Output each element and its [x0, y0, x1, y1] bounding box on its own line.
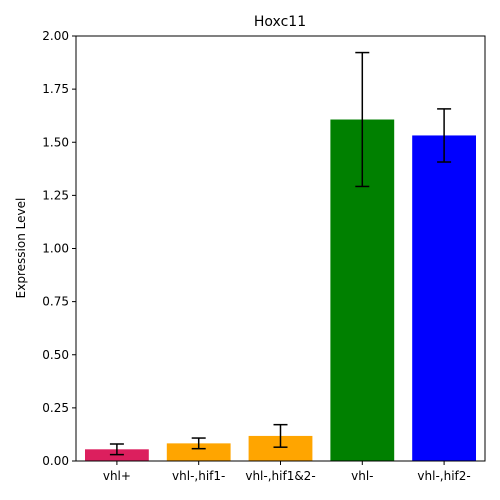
y-tick-label: 1.75 [42, 82, 69, 96]
x-tick-label: vhl-,hif2- [417, 469, 470, 483]
y-tick-label: 0.25 [42, 401, 69, 415]
y-tick-label: 0.75 [42, 295, 69, 309]
y-axis-label: Expression Level [14, 198, 28, 299]
chart-title: Hoxc11 [254, 14, 306, 30]
y-tick-label: 0.00 [42, 454, 69, 468]
y-tick-label: 1.50 [42, 135, 69, 149]
bar [166, 443, 231, 461]
bar [412, 135, 477, 461]
x-tick-label: vhl-,hif1- [172, 469, 225, 483]
y-tick-label: 2.00 [42, 29, 69, 43]
y-tick-label: 1.25 [42, 188, 69, 202]
y-tick-label: 1.00 [42, 242, 69, 256]
y-tick-label: 0.50 [42, 348, 69, 362]
x-tick-label: vhl-,hif1&2- [245, 469, 315, 483]
x-tick-label: vhl+ [103, 469, 131, 483]
plot-area: vhl+ vhl-,hif1- vhl-,hif1&2- vhl-vhl-,hif2-… [42, 29, 486, 483]
axes-frame [75, 35, 486, 462]
x-tick-label: vhl- [351, 469, 373, 483]
